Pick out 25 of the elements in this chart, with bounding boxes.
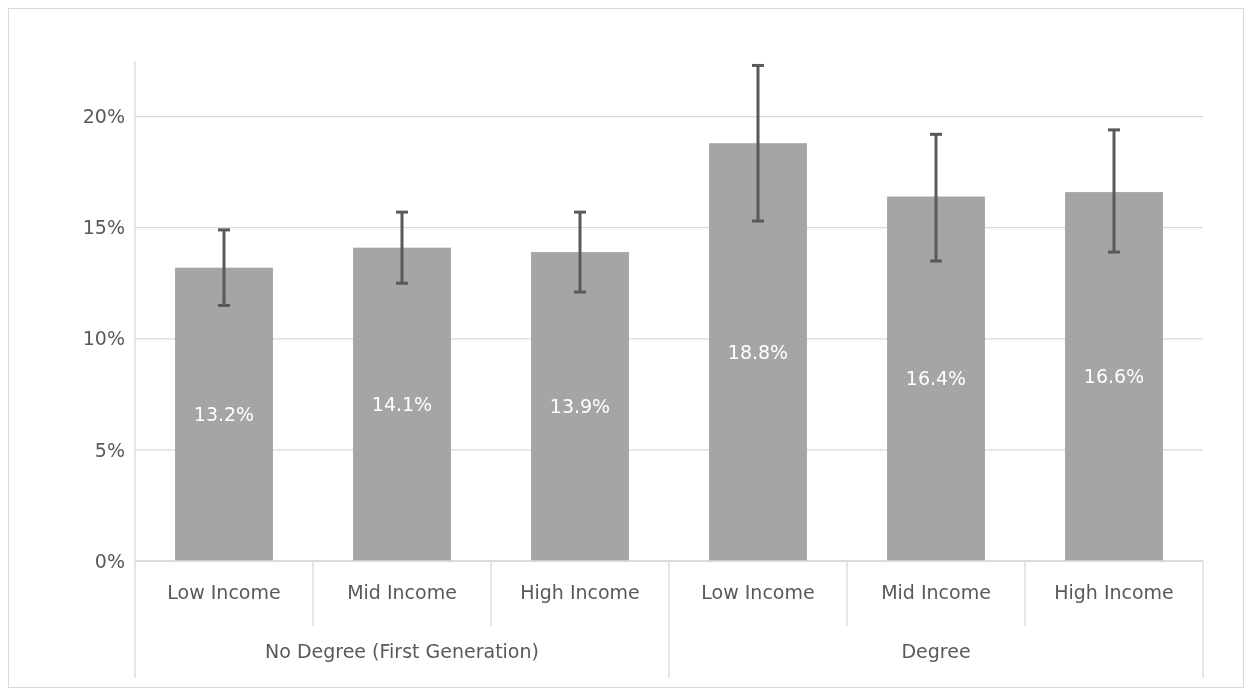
- bar: [1065, 192, 1163, 561]
- bar: [531, 252, 629, 561]
- y-tick-label: 20%: [82, 105, 125, 128]
- data-label: 16.4%: [905, 367, 967, 390]
- y-tick-label: 15%: [82, 216, 125, 239]
- data-label: 16.6%: [1083, 365, 1145, 388]
- data-label: 13.2%: [193, 402, 255, 425]
- data-label: 13.9%: [549, 395, 611, 418]
- x-tick-label: High Income: [1054, 581, 1174, 603]
- y-tick-label: 0%: [94, 549, 125, 572]
- bar: [887, 196, 985, 561]
- bar: [175, 267, 273, 561]
- text: No Degree (First Generation): [265, 640, 539, 662]
- y-tick-label: 5%: [94, 438, 125, 461]
- x-tick-label: Mid Income: [881, 581, 991, 603]
- bar: [709, 143, 807, 561]
- bar: [353, 247, 451, 561]
- data-label: 14.1%: [371, 392, 433, 415]
- data-label: 18.8%: [727, 340, 789, 363]
- x-tick-label: High Income: [520, 581, 640, 603]
- x-tick-label: Mid Income: [347, 581, 457, 603]
- x-tick-label: Low Income: [701, 581, 815, 603]
- text: Degree: [901, 640, 971, 662]
- x-tick-label: Low Income: [167, 581, 281, 603]
- y-tick-label: 10%: [82, 327, 125, 350]
